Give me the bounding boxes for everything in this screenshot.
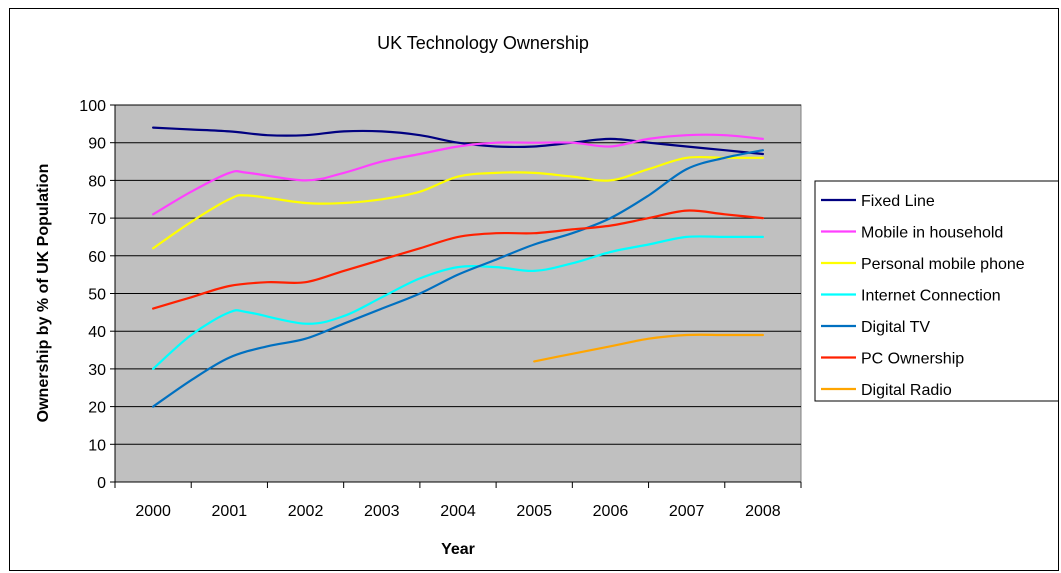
series-line-pc-ownership [152,209,764,310]
y-tick-label: 90 [88,136,106,153]
x-tick-label: 2003 [364,503,400,520]
legend-label-fixed-line: Fixed Line [861,193,935,210]
y-tick-label: 60 [88,249,106,266]
series-line-mobile-in-household [152,133,764,216]
legend-label-personal-mobile-phone: Personal mobile phone [861,256,1025,273]
y-tick-label: 80 [88,173,106,190]
series-lines [152,126,764,408]
y-tick-label: 100 [79,98,106,115]
x-tick-label: 2007 [669,503,705,520]
legend-label-internet-connection: Internet Connection [861,288,1001,305]
x-axis: 2000 2001 2002 2003 2004 2005 2006 2007 2008 [114,481,802,520]
legend-label-digital-tv: Digital TV [861,319,930,336]
chart-frame: UK Technology Ownership 0 10 20 30 40 50 60 70 8… [9,8,1059,571]
series-line-digital-radio [533,333,764,363]
series-line-internet-connection [152,235,764,370]
y-tick-label: 40 [88,324,106,341]
y-tick-label: 70 [88,211,106,228]
chart-title: UK Technology Ownership [377,33,589,53]
legend-label-digital-radio: Digital Radio [861,382,952,399]
series-line-personal-mobile-phone [152,155,764,250]
series-line-fixed-line [152,126,764,156]
x-tick-label: 2008 [745,503,781,520]
y-axis-label: Ownership by % of UK Population [35,164,52,423]
y-tick-label: 10 [88,437,106,454]
legend-box [814,180,1058,402]
line-chart: UK Technology Ownership 0 10 20 30 40 50 60 70 8… [35,33,1058,558]
legend-label-pc-ownership: PC Ownership [861,351,964,368]
x-tick-label: 2001 [212,503,248,520]
legend: Fixed Line Mobile in household Personal mo… [814,180,1058,402]
y-tick-label: 30 [88,362,106,379]
y-tick-label: 20 [88,400,106,417]
y-tick-label: 0 [97,475,106,492]
series-line-digital-tv [152,149,764,408]
legend-label-mobile-in-household: Mobile in household [861,225,1003,242]
x-tick-label: 2000 [135,503,171,520]
x-tick-label: 2005 [516,503,552,520]
x-tick-label: 2004 [440,503,476,520]
x-axis-label: Year [441,541,475,558]
x-tick-label: 2006 [593,503,629,520]
x-tick-label: 2002 [288,503,324,520]
y-axis: 0 10 20 30 40 50 60 70 80 90 100 [79,98,116,492]
y-tick-label: 50 [88,287,106,304]
